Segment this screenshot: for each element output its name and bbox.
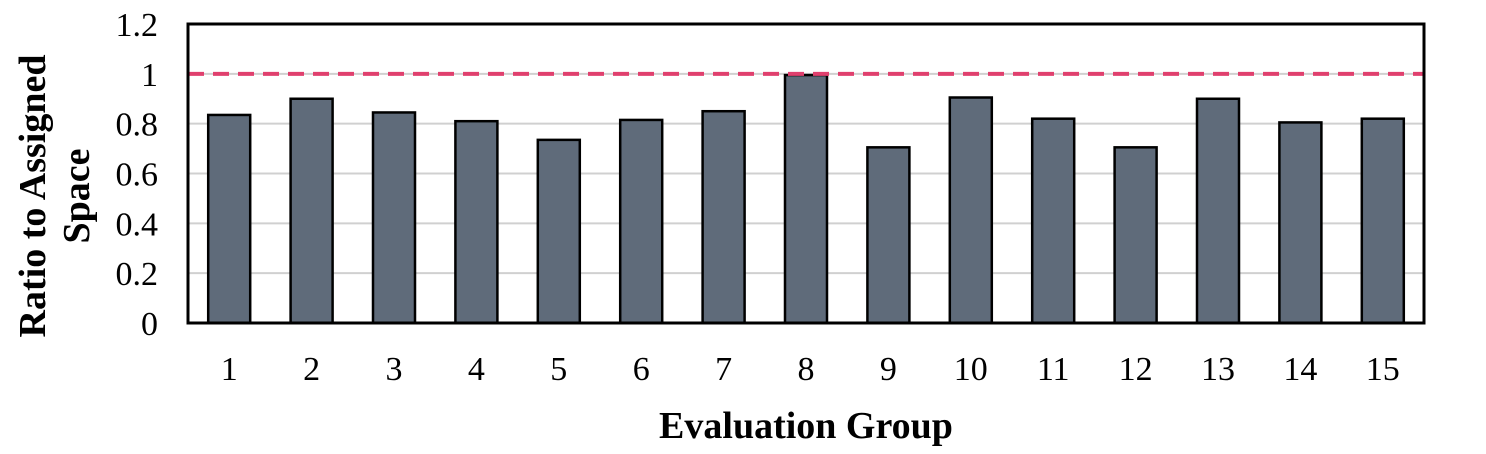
bar — [536, 138, 582, 325]
x-tick-label: 10 — [954, 351, 988, 388]
bar — [1360, 117, 1406, 325]
x-tick-label: 11 — [1037, 351, 1070, 388]
bar — [454, 119, 499, 325]
y-axis-title-line: Ratio to Assigned — [12, 55, 54, 338]
x-axis-title: Evaluation Group — [659, 405, 953, 447]
y-tick-label: 1.2 — [116, 7, 159, 44]
x-tick-label: 5 — [550, 351, 567, 388]
x-tick-label: 3 — [386, 351, 403, 388]
plot-area-frame — [186, 22, 1426, 325]
bar — [1113, 146, 1158, 325]
bar — [1278, 121, 1323, 325]
y-tick-label: 0.6 — [116, 157, 159, 194]
y-tick-label: 0.8 — [116, 107, 159, 144]
bar — [1195, 97, 1241, 325]
y-tick-labels: 0 0.2 0.4 0.6 0.8 1 1.2 — [116, 7, 159, 343]
x-tick-label: 8 — [798, 351, 815, 388]
x-tick-label: 14 — [1283, 351, 1317, 388]
bar — [701, 109, 746, 325]
bars — [206, 73, 1406, 325]
y-tick-label: 0 — [141, 306, 158, 343]
bar — [618, 118, 664, 325]
x-tick-label: 2 — [303, 351, 320, 388]
bar — [206, 113, 252, 325]
y-axis-title-line: Space — [56, 149, 98, 244]
bar — [289, 97, 334, 325]
x-tick-label: 13 — [1201, 351, 1235, 388]
x-tick-label: 1 — [221, 351, 238, 388]
y-tick-label: 0.4 — [116, 206, 159, 243]
bar — [866, 146, 911, 325]
x-tick-label: 9 — [880, 351, 897, 388]
x-tick-label: 12 — [1119, 351, 1153, 388]
x-tick-label: 7 — [715, 351, 732, 388]
bar — [948, 96, 994, 325]
y-tick-label: 0.2 — [116, 256, 159, 293]
y-tick-label: 1 — [141, 57, 158, 94]
x-tick-label: 6 — [633, 351, 650, 388]
bar — [783, 73, 829, 325]
y-axis-title: Ratio to AssignedSpace — [12, 55, 98, 338]
x-tick-label: 4 — [468, 351, 485, 388]
bar — [1030, 117, 1076, 325]
x-tick-label: 15 — [1366, 351, 1400, 388]
bar — [371, 111, 417, 325]
x-tick-labels: 1 2 3 4 5 6 7 8 9 10 11 12 13 14 15 — [221, 351, 1400, 388]
